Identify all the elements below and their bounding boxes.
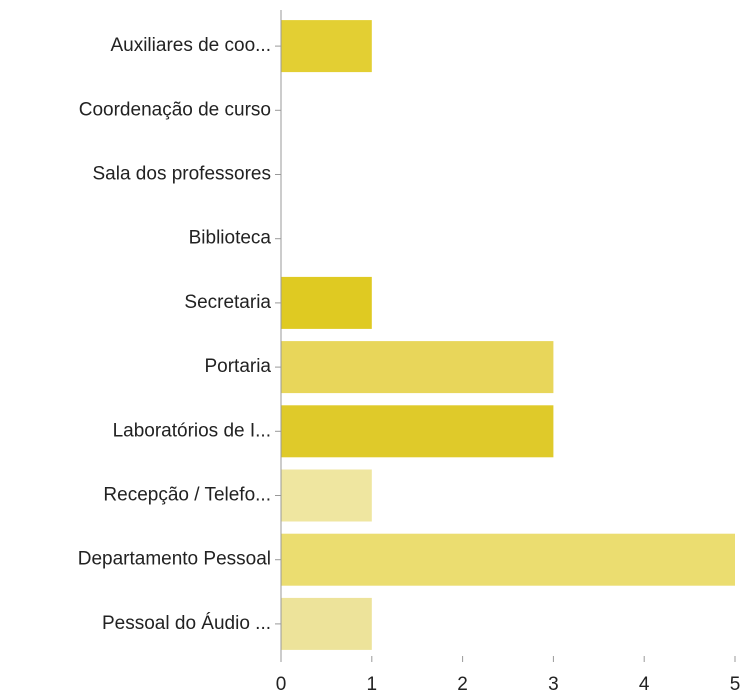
x-tick-label: 4 xyxy=(639,674,650,695)
bar xyxy=(281,597,372,650)
y-tick-label: Pessoal do Áudio ... xyxy=(102,613,271,634)
x-tick-label: 0 xyxy=(276,674,287,695)
y-tick-label: Coordenação de curso xyxy=(79,99,271,120)
y-tick-label: Departamento Pessoal xyxy=(78,549,271,570)
x-tick-label: 1 xyxy=(367,674,378,695)
bar xyxy=(281,405,554,458)
y-tick-label: Laboratórios de I... xyxy=(113,420,271,441)
bar xyxy=(281,276,372,329)
y-tick-label: Portaria xyxy=(204,356,271,377)
x-tick-label: 3 xyxy=(548,674,559,695)
bar xyxy=(281,20,372,73)
bar xyxy=(281,469,372,522)
y-tick-label: Auxiliares de coo... xyxy=(110,35,271,56)
bar xyxy=(281,341,554,394)
x-tick-label: 5 xyxy=(730,674,741,695)
bar xyxy=(281,533,735,586)
y-tick-label: Sala dos professores xyxy=(93,164,272,185)
y-tick-label: Recepção / Telefo... xyxy=(103,485,271,506)
x-tick-label: 2 xyxy=(457,674,468,695)
y-tick-label: Secretaria xyxy=(184,292,271,313)
y-tick-label: Biblioteca xyxy=(189,228,272,249)
